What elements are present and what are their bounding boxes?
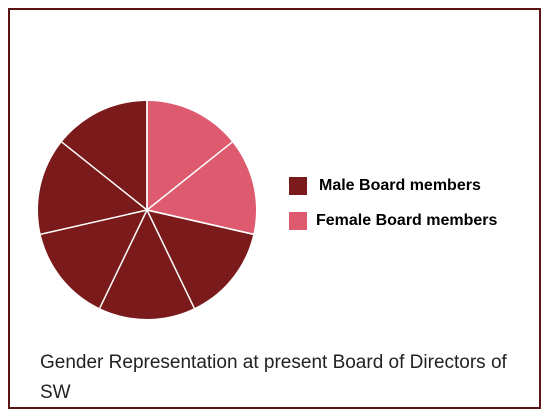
legend-label: Female Board members xyxy=(316,212,498,229)
slice-divider xyxy=(146,209,195,309)
pie-slice xyxy=(147,100,256,235)
chart-title: Gender Representation at present Board o… xyxy=(40,352,507,403)
legend-swatch xyxy=(289,177,307,195)
legend-label: Male Board members xyxy=(319,177,481,194)
slice-divider xyxy=(61,141,148,211)
slice-divider xyxy=(40,209,148,235)
chart: Male Board members Female Board members xyxy=(37,100,498,319)
chart-frame: Male Board members Female Board members G… xyxy=(8,8,541,409)
slice-divider xyxy=(146,209,254,235)
slice-divider xyxy=(99,209,148,309)
slice-divider xyxy=(146,141,233,211)
legend-swatch xyxy=(289,212,307,230)
